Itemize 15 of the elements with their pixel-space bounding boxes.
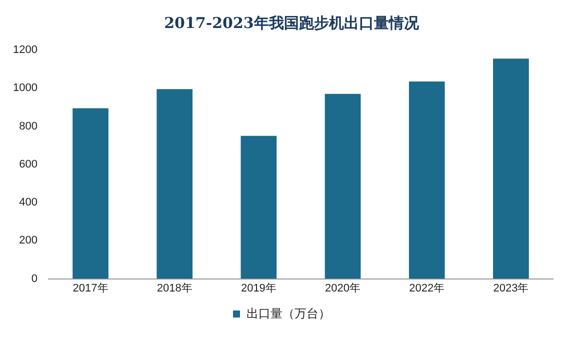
x-tick-label: 2020年 (325, 282, 361, 294)
y-tick-label: 1200 (12, 44, 38, 56)
y-tick-label: 800 (19, 120, 38, 132)
y-tick-label: 600 (19, 158, 38, 170)
y-tick-label: 0 (31, 272, 38, 285)
x-tick-label: 2023年 (493, 282, 529, 294)
chart-title: 2017-2023年我国跑步机出口量情况 (163, 14, 420, 33)
y-tick-label: 1000 (12, 82, 38, 94)
y-tick-label: 200 (19, 234, 38, 247)
x-tick-label: 2017年 (72, 282, 108, 294)
x-tick-label: 2019年 (240, 282, 276, 294)
x-tick-label: 2018年 (156, 282, 192, 294)
legend-label: 出口量（万台） (246, 306, 330, 320)
y-tick-label: 400 (19, 196, 38, 209)
x-tick-label: 2022年 (409, 282, 445, 294)
